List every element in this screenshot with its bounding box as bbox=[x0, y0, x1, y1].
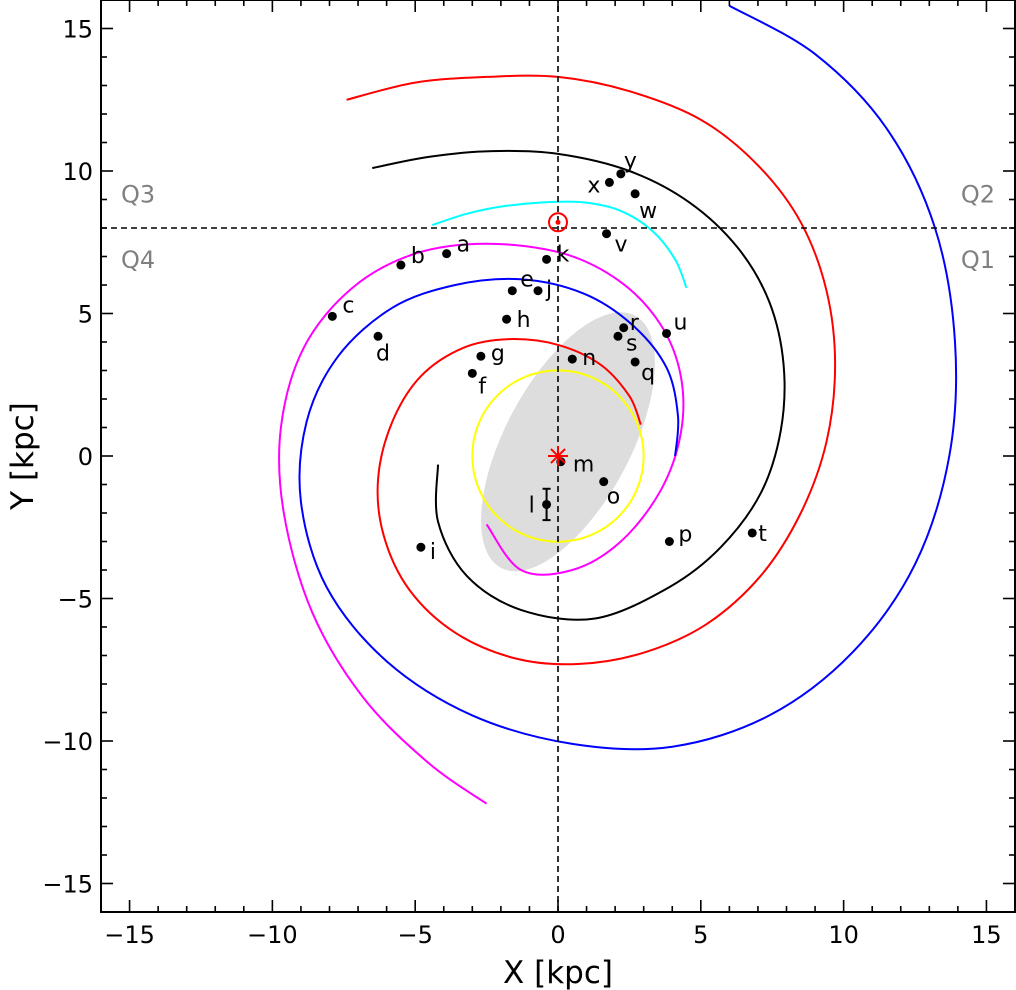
data-label-k: k bbox=[557, 242, 570, 267]
y-tick-label--5: −5 bbox=[58, 586, 93, 614]
x-tick-label-10: 10 bbox=[828, 921, 859, 949]
x-tick-label--5: −5 bbox=[397, 921, 432, 949]
spiral-arm-2 bbox=[277, 242, 685, 805]
data-label-v: v bbox=[615, 233, 628, 258]
data-label-t: t bbox=[758, 522, 767, 547]
data-point-o bbox=[599, 477, 609, 487]
data-point-r bbox=[619, 323, 629, 333]
data-point-l bbox=[542, 499, 552, 509]
data-point-w bbox=[630, 189, 640, 199]
galactic-center-star-stroke-4 bbox=[550, 448, 566, 464]
x-axis-label: X [kpc] bbox=[503, 955, 613, 990]
data-point-n bbox=[567, 354, 577, 364]
data-label-h: h bbox=[517, 308, 531, 333]
data-point-v bbox=[602, 229, 612, 239]
y-tick-label-10: 10 bbox=[62, 158, 93, 186]
data-label-i: i bbox=[430, 540, 436, 565]
sun-symbol-dot bbox=[555, 219, 561, 225]
data-point-s bbox=[613, 331, 623, 341]
data-point-j bbox=[533, 286, 543, 296]
data-label-u: u bbox=[674, 310, 688, 335]
data-point-b bbox=[396, 260, 406, 270]
data-label-s: s bbox=[626, 331, 637, 356]
data-label-b: b bbox=[411, 244, 425, 269]
quadrant-label-q1: Q1 bbox=[961, 246, 995, 274]
data-label-d: d bbox=[376, 341, 390, 366]
data-label-p: p bbox=[678, 523, 692, 548]
data-label-c: c bbox=[342, 293, 354, 318]
data-point-f bbox=[467, 368, 477, 378]
data-label-o: o bbox=[607, 485, 620, 510]
data-point-a bbox=[442, 249, 452, 259]
data-label-y: y bbox=[624, 149, 637, 174]
y-tick-label--10: −10 bbox=[42, 728, 93, 756]
y-tick-label-5: 5 bbox=[78, 301, 93, 329]
quadrant-label-q3: Q3 bbox=[121, 180, 155, 208]
data-point-k bbox=[542, 254, 552, 264]
plot-content: Q3 Q4 Q2 Q1 a b cd e fgh i jk l m n o p qrs t u vw xy bbox=[101, 0, 1015, 912]
x-tick-label-15: 15 bbox=[971, 921, 1002, 949]
data-label-e: e bbox=[520, 268, 534, 293]
data-point-u bbox=[662, 328, 672, 338]
data-point-y bbox=[616, 169, 626, 179]
data-label-r: r bbox=[630, 311, 640, 336]
spiral-arm-1 bbox=[431, 200, 688, 289]
data-label-m: m bbox=[573, 453, 594, 478]
data-point-g bbox=[476, 351, 486, 361]
data-label-q: q bbox=[641, 361, 655, 386]
data-label-w: w bbox=[639, 199, 657, 224]
data-point-d bbox=[373, 331, 383, 341]
sun-symbol-circle bbox=[548, 212, 568, 233]
data-point-t bbox=[747, 528, 757, 538]
quadrant-label-q2: Q2 bbox=[961, 180, 995, 208]
data-label-n: n bbox=[582, 346, 596, 371]
spiral-arm-3 bbox=[298, 4, 958, 751]
x-tick-label--10: −10 bbox=[247, 921, 298, 949]
spiral-arm-4 bbox=[346, 74, 837, 666]
y-tick-label--15: −15 bbox=[42, 871, 93, 899]
data-label-j: j bbox=[545, 278, 552, 303]
data-point-e bbox=[507, 286, 517, 296]
data-label-x: x bbox=[587, 173, 600, 198]
data-point-x bbox=[604, 177, 614, 187]
data-label-g: g bbox=[491, 341, 505, 366]
data-label-a: a bbox=[457, 233, 470, 258]
data-label-f: f bbox=[478, 374, 487, 399]
data-point-c bbox=[327, 311, 337, 321]
data-point-p bbox=[664, 537, 674, 546]
y-axis-label: Y [kpc] bbox=[5, 402, 41, 511]
data-label-l: l bbox=[529, 493, 535, 518]
x-tick-label-0: 0 bbox=[550, 921, 565, 949]
y-tick-label-15: 15 bbox=[62, 16, 93, 44]
data-point-q bbox=[630, 357, 640, 367]
x-tick-label-5: 5 bbox=[693, 921, 708, 949]
data-point-i bbox=[416, 542, 426, 552]
spiral-arm-5 bbox=[372, 149, 786, 621]
quadrant-label-q4: Q4 bbox=[121, 246, 155, 274]
galactic-bar bbox=[481, 312, 655, 572]
data-point-h bbox=[502, 314, 512, 324]
y-tick-label-0: 0 bbox=[78, 443, 93, 471]
x-tick-label--15: −15 bbox=[104, 921, 155, 949]
axis-ticks: −15 −10 −5 0 5 10 15 −15 −10 −5 0 5 10 15 bbox=[42, 0, 1016, 949]
